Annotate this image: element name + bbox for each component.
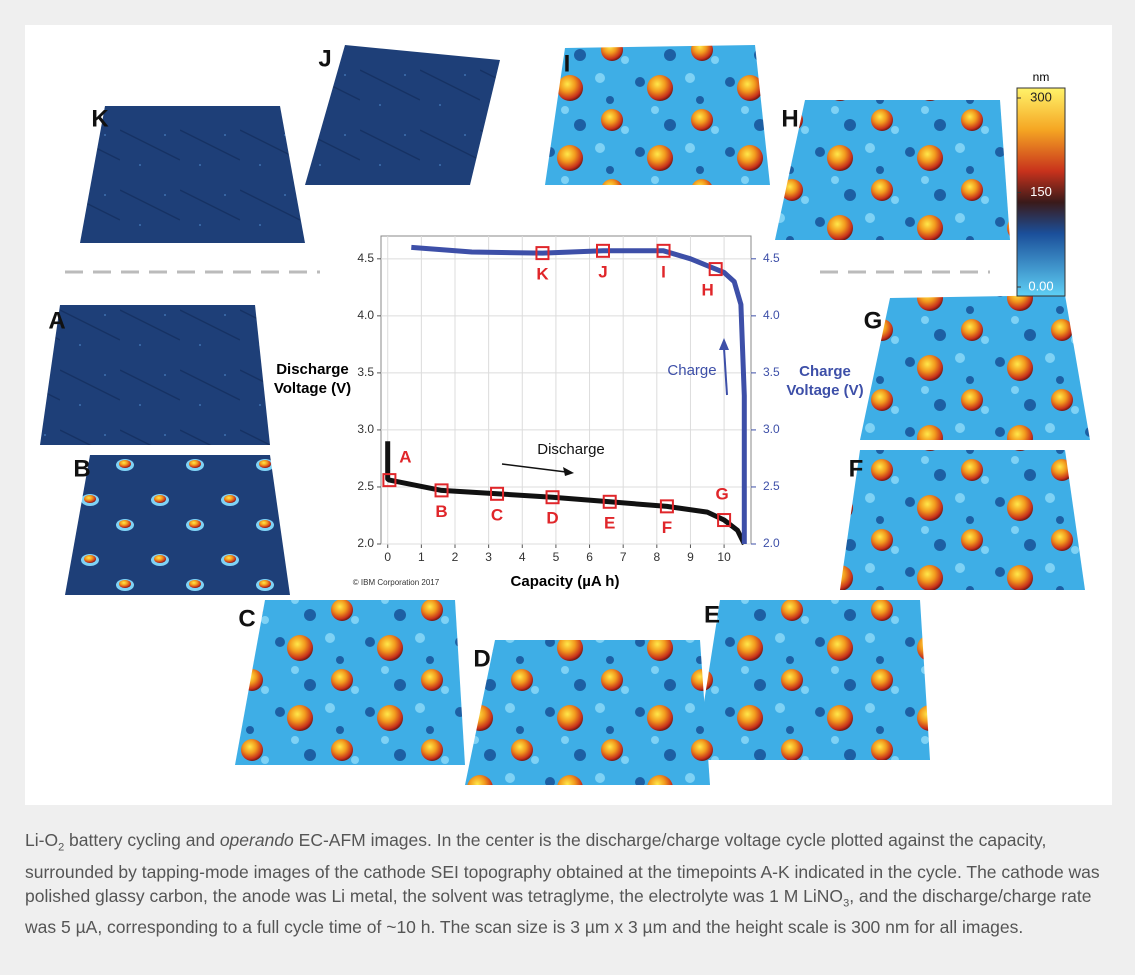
colorbar-tick-label: 0.00 [1028, 278, 1053, 293]
panel-label: B [73, 455, 90, 482]
point-label: H [702, 281, 714, 300]
caption-text: Li-O [25, 830, 59, 850]
afm-image [80, 106, 305, 243]
afm-image [40, 305, 270, 445]
afm-image [775, 100, 1010, 240]
point-label: C [491, 505, 503, 524]
arrow [501, 463, 567, 473]
point-label: A [399, 448, 411, 467]
x-axis-label: Capacity (µA h) [511, 573, 620, 590]
panel-label: E [704, 601, 720, 628]
afm-image [545, 45, 770, 185]
point-label: D [546, 509, 558, 528]
point-label: B [435, 502, 447, 521]
x-tick-label: 8 [653, 550, 660, 564]
point-marker [382, 473, 397, 488]
point-label: J [598, 262, 607, 281]
panel-label: F [849, 455, 864, 482]
afm-image [695, 600, 930, 760]
point-marker [490, 486, 505, 501]
panel-label: J [318, 45, 331, 72]
y2-axis-label: Charge Voltage (V) [786, 363, 864, 399]
y-tick-label: 3.0 [357, 422, 374, 436]
arrow-head [563, 467, 574, 476]
series-line [411, 244, 747, 544]
y-tick-label: 4.5 [357, 251, 374, 265]
y-axis-label: Discharge Voltage (V) [273, 361, 352, 397]
y2-tick-label: 3.5 [763, 365, 780, 379]
x-tick-label: 10 [717, 550, 731, 564]
point-label: F [662, 518, 672, 537]
panel-label: D [473, 645, 490, 672]
point-label: K [536, 265, 549, 284]
afm-image [840, 450, 1085, 590]
afm-image [235, 600, 465, 765]
point-marker [656, 243, 671, 258]
y2-tick-label: 2.5 [763, 479, 780, 493]
x-tick-label: 4 [519, 550, 526, 564]
caption-subscript: 2 [58, 841, 65, 854]
x-tick-label: 5 [553, 550, 560, 564]
afm-image [305, 45, 500, 185]
point-marker [659, 499, 674, 514]
caption-text: EC-AFM images. In the center is the disc… [25, 830, 1100, 906]
point-marker [545, 490, 560, 505]
y-tick-label: 2.5 [357, 479, 374, 493]
annotation: Discharge [537, 441, 605, 458]
caption-italic: operando [219, 830, 294, 850]
panel-label: G [864, 307, 883, 334]
figure: nm 0 1 2 3 4 5 6 7 8 9 10 2.0 2.5 3.0 3.5 4.0 4.5 2.0 2.5 3… [25, 25, 1112, 805]
x-tick-label: 6 [586, 550, 593, 564]
caption: Li-O2 battery cycling and operando EC-AF… [25, 828, 1115, 939]
x-tick-label: 1 [418, 550, 425, 564]
series-line [385, 441, 747, 546]
point-marker [535, 246, 550, 261]
point-marker [434, 483, 449, 498]
arrow-head [719, 338, 729, 350]
panel-label: H [781, 105, 798, 132]
point-marker [717, 513, 732, 528]
point-label: E [604, 513, 615, 532]
caption-text: battery cycling and [64, 830, 220, 850]
colorbar-tick-label: 300 [1030, 89, 1052, 104]
panel-label: K [91, 105, 109, 132]
panel-label: C [238, 605, 255, 632]
x-tick-label: 0 [384, 550, 391, 564]
afm-image [65, 455, 290, 595]
panel-label: A [48, 307, 65, 334]
y2-tick-label: 4.5 [763, 251, 780, 265]
y-tick-label: 3.5 [357, 365, 374, 379]
x-tick-label: 9 [687, 550, 694, 564]
colorbar-unit: nm [1033, 70, 1050, 84]
afm-image [860, 295, 1090, 440]
x-tick-label: 7 [620, 550, 627, 564]
point-marker [708, 262, 723, 277]
annotation: Charge [667, 362, 716, 379]
y2-tick-label: 4.0 [763, 308, 780, 322]
x-tick-label: 3 [485, 550, 492, 564]
annotation: © IBM Corporation 2017 [353, 578, 440, 587]
arrow [723, 347, 728, 396]
caption-text: , and the discharge/charge rate was 5 µA… [25, 885, 1092, 938]
point-marker [596, 243, 610, 258]
point-label: I [661, 262, 666, 281]
y2-tick-label: 2.0 [763, 536, 780, 550]
x-tick-label: 2 [452, 550, 459, 564]
colorbar-tick-label: 150 [1030, 184, 1052, 199]
point-label: G [715, 485, 728, 504]
y-tick-label: 4.0 [357, 308, 374, 322]
panel-label: I [564, 50, 571, 77]
point-marker [602, 494, 617, 509]
y2-tick-label: 3.0 [763, 422, 780, 436]
y-tick-label: 2.0 [357, 536, 374, 550]
afm-image [465, 640, 710, 785]
caption-subscript: 3 [843, 897, 850, 909]
colorbar [1016, 87, 1066, 297]
